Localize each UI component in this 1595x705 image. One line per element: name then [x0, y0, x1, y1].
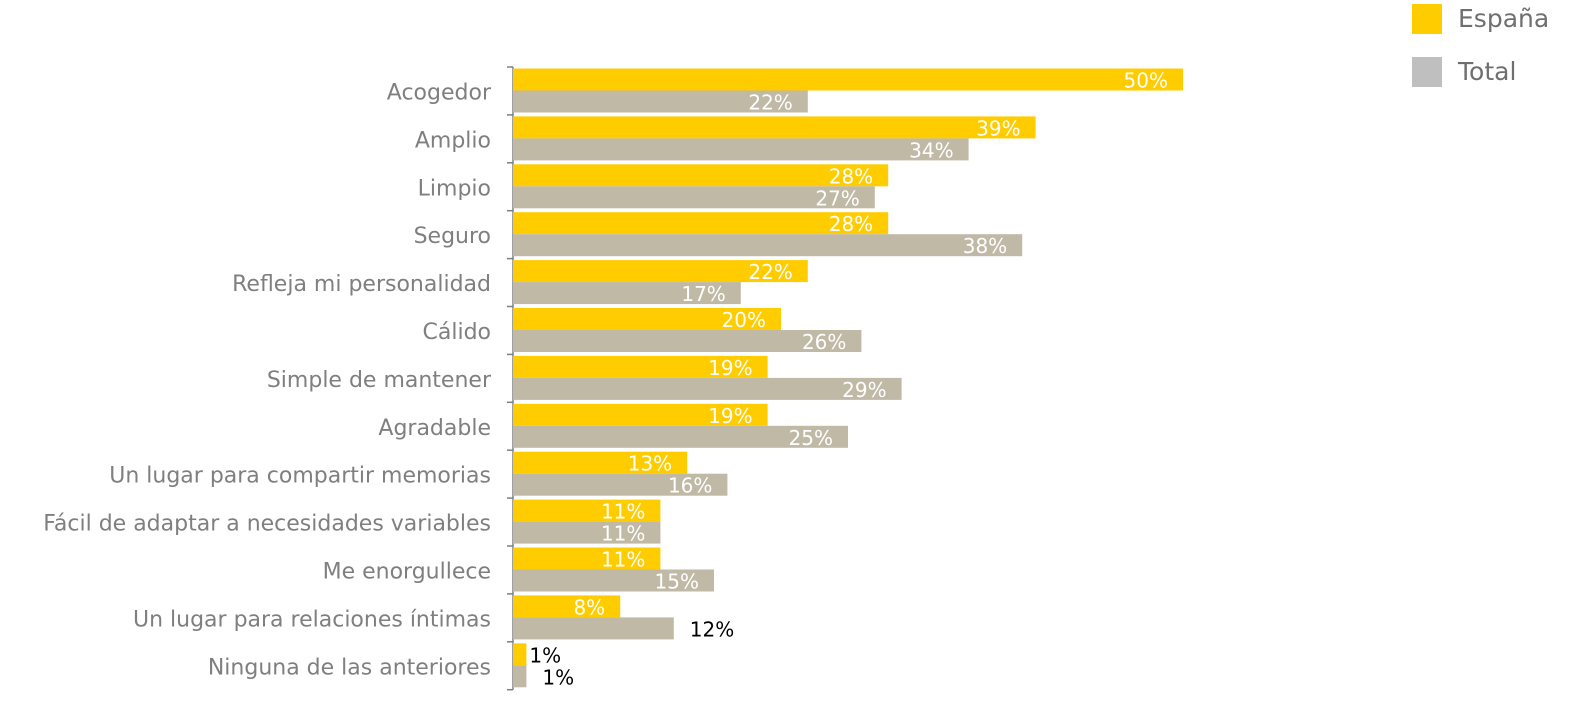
- data-label-espana: 11%: [601, 548, 645, 572]
- category-label: Me enorgullece: [323, 560, 491, 585]
- legend-item-espana: España: [1412, 2, 1549, 35]
- data-label-espana: 19%: [708, 356, 752, 380]
- bar-total: [513, 569, 714, 592]
- bar-espana: [513, 403, 768, 426]
- bar-espana: [513, 595, 621, 618]
- legend: España Total: [1412, 2, 1549, 108]
- bar-espana: [513, 260, 808, 283]
- category-label: Simple de mantener: [267, 368, 492, 393]
- bar-espana: [513, 164, 889, 187]
- legend-label-total: Total: [1458, 57, 1517, 86]
- data-label-total: 17%: [681, 282, 725, 306]
- category-label: Fácil de adaptar a necesidades variables: [43, 512, 491, 537]
- bar-total: [513, 138, 969, 161]
- bar-espana: [513, 547, 661, 570]
- legend-swatch-espana: [1412, 3, 1442, 34]
- data-label-espana: 28%: [829, 164, 873, 188]
- data-label-espana: 28%: [829, 212, 873, 236]
- data-label-total: 29%: [842, 378, 886, 402]
- category-label: Amplio: [415, 128, 491, 153]
- category-label: Cálido: [423, 320, 492, 345]
- bar-espana: [513, 451, 688, 474]
- category-label: Acogedor: [387, 81, 492, 106]
- legend-label-espana: España: [1458, 4, 1550, 33]
- data-label-total: 1%: [542, 665, 574, 689]
- data-label-total: 16%: [668, 474, 712, 498]
- bar-total: [513, 377, 902, 400]
- data-label-total: 38%: [963, 234, 1007, 258]
- category-label: Limpio: [418, 176, 491, 201]
- bar-total: [513, 425, 848, 448]
- bar-total: [513, 521, 661, 544]
- bar-total: [513, 473, 728, 496]
- data-label-total: 15%: [655, 570, 699, 594]
- data-label-espana: 39%: [976, 116, 1020, 140]
- bar-espana: [513, 68, 1183, 91]
- bar-espana: [513, 643, 527, 666]
- legend-item-total: Total: [1412, 55, 1549, 88]
- data-label-total: 27%: [815, 186, 859, 210]
- category-label: Un lugar para relaciones íntimas: [133, 607, 491, 632]
- category-label: Ninguna de las anteriores: [208, 655, 491, 680]
- category-label: Un lugar para compartir memorias: [109, 464, 491, 489]
- category-label: Seguro: [414, 224, 491, 249]
- data-label-espana: 8%: [573, 595, 605, 619]
- bar-espana: [513, 499, 661, 522]
- bar-total: [513, 234, 1023, 257]
- category-label: Refleja mi personalidad: [232, 272, 491, 297]
- bar-total: [513, 186, 875, 209]
- data-label-total: 25%: [789, 426, 833, 450]
- category-label: Agradable: [378, 416, 491, 441]
- bar-espana: [513, 355, 768, 378]
- data-label-total: 26%: [802, 330, 846, 354]
- bar-total: [513, 617, 674, 640]
- data-label-total: 34%: [909, 138, 953, 162]
- legend-swatch-total: [1412, 56, 1442, 87]
- bar-total: [513, 330, 862, 352]
- data-label-espana: 19%: [708, 404, 752, 428]
- data-label-total: 22%: [748, 91, 792, 115]
- data-label-espana: 1%: [529, 643, 561, 667]
- data-label-espana: 11%: [601, 500, 645, 524]
- data-label-total: 11%: [601, 522, 645, 546]
- bar-espana: [513, 116, 1036, 139]
- data-label-espana: 20%: [722, 308, 766, 332]
- data-label-espana: 22%: [748, 260, 792, 284]
- bar-espana: [513, 212, 889, 235]
- bar-total: [513, 282, 741, 305]
- data-label-espana: 50%: [1124, 69, 1168, 93]
- bar-total: [513, 90, 808, 113]
- data-label-total: 12%: [690, 617, 734, 641]
- bar-espana: [513, 308, 781, 330]
- data-label-espana: 13%: [628, 452, 672, 476]
- bar-total: [513, 665, 527, 688]
